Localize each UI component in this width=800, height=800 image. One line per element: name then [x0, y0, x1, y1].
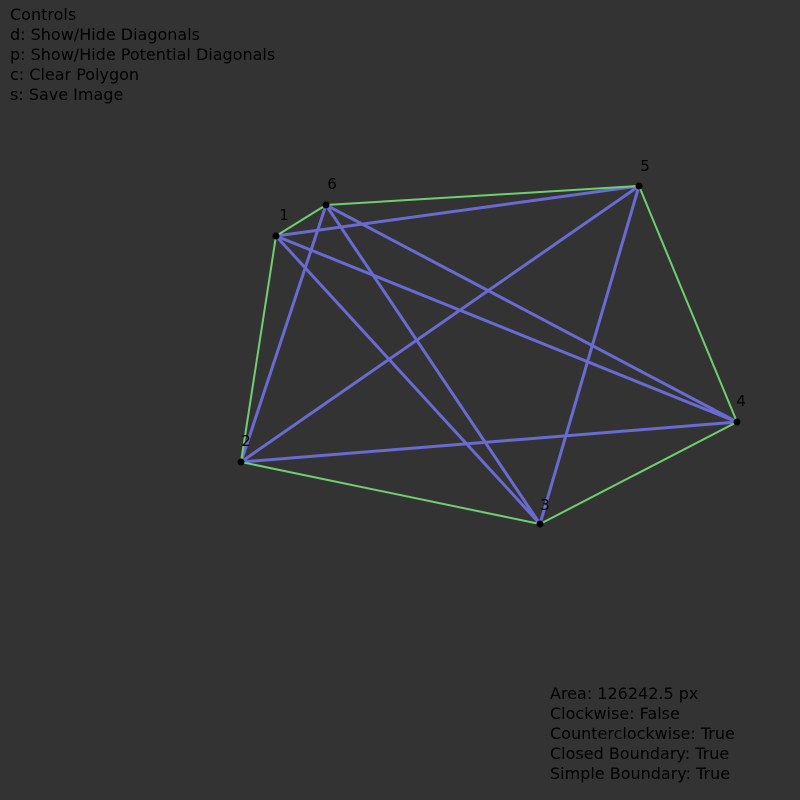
closed-boundary-readout: Closed Boundary: True [550, 744, 730, 763]
edge-2-3 [240, 461, 541, 525]
diagonal-3-6 [324, 204, 542, 525]
vertex-5[interactable] [635, 182, 643, 190]
edge-1-2 [240, 235, 277, 463]
diagonal-2-6 [239, 204, 328, 463]
diagonal-4-6 [325, 203, 738, 424]
clockwise-readout: Clockwise: False [550, 704, 680, 723]
vertex-label-4: 4 [736, 392, 746, 410]
vertex-label-6: 6 [327, 175, 337, 193]
diagonal-3-5 [538, 185, 641, 525]
area-readout: Area: 126242.5 px [550, 684, 699, 703]
vertex-label-1: 1 [279, 206, 289, 224]
controls-panel: Controls d: Show/Hide Diagonals p: Show/… [10, 5, 275, 105]
control-save-image: s: Save Image [10, 85, 124, 104]
diagonal-1-3 [274, 234, 542, 526]
edge-6-1 [275, 204, 327, 237]
vertex-label-5: 5 [640, 157, 650, 175]
diagonal-2-4 [240, 420, 738, 464]
control-toggle-potential-diagonals: p: Show/Hide Potential Diagonals [10, 45, 276, 64]
simple-boundary-readout: Simple Boundary: True [550, 764, 731, 783]
vertex-label-3: 3 [540, 496, 550, 514]
vertex-4[interactable] [733, 418, 741, 426]
diagonal-1-5 [275, 184, 640, 238]
stats-panel: Area: 126242.5 px Clockwise: False Count… [550, 684, 735, 784]
vertex-2[interactable] [237, 458, 245, 466]
control-clear-polygon: c: Clear Polygon [10, 65, 140, 84]
vertex-6[interactable] [322, 201, 330, 209]
edge-3-4 [539, 421, 738, 525]
counterclockwise-readout: Counterclockwise: True [550, 724, 735, 743]
vertex-label-2: 2 [241, 432, 251, 450]
edge-5-6 [325, 185, 640, 206]
diagonal-1-4 [275, 234, 738, 424]
controls-title: Controls [10, 5, 77, 24]
diagonal-2-5 [240, 184, 640, 464]
edge-4-5 [638, 185, 738, 423]
vertex-3[interactable] [536, 520, 544, 528]
vertex-1[interactable] [272, 232, 280, 240]
control-toggle-diagonals: d: Show/Hide Diagonals [10, 25, 200, 44]
